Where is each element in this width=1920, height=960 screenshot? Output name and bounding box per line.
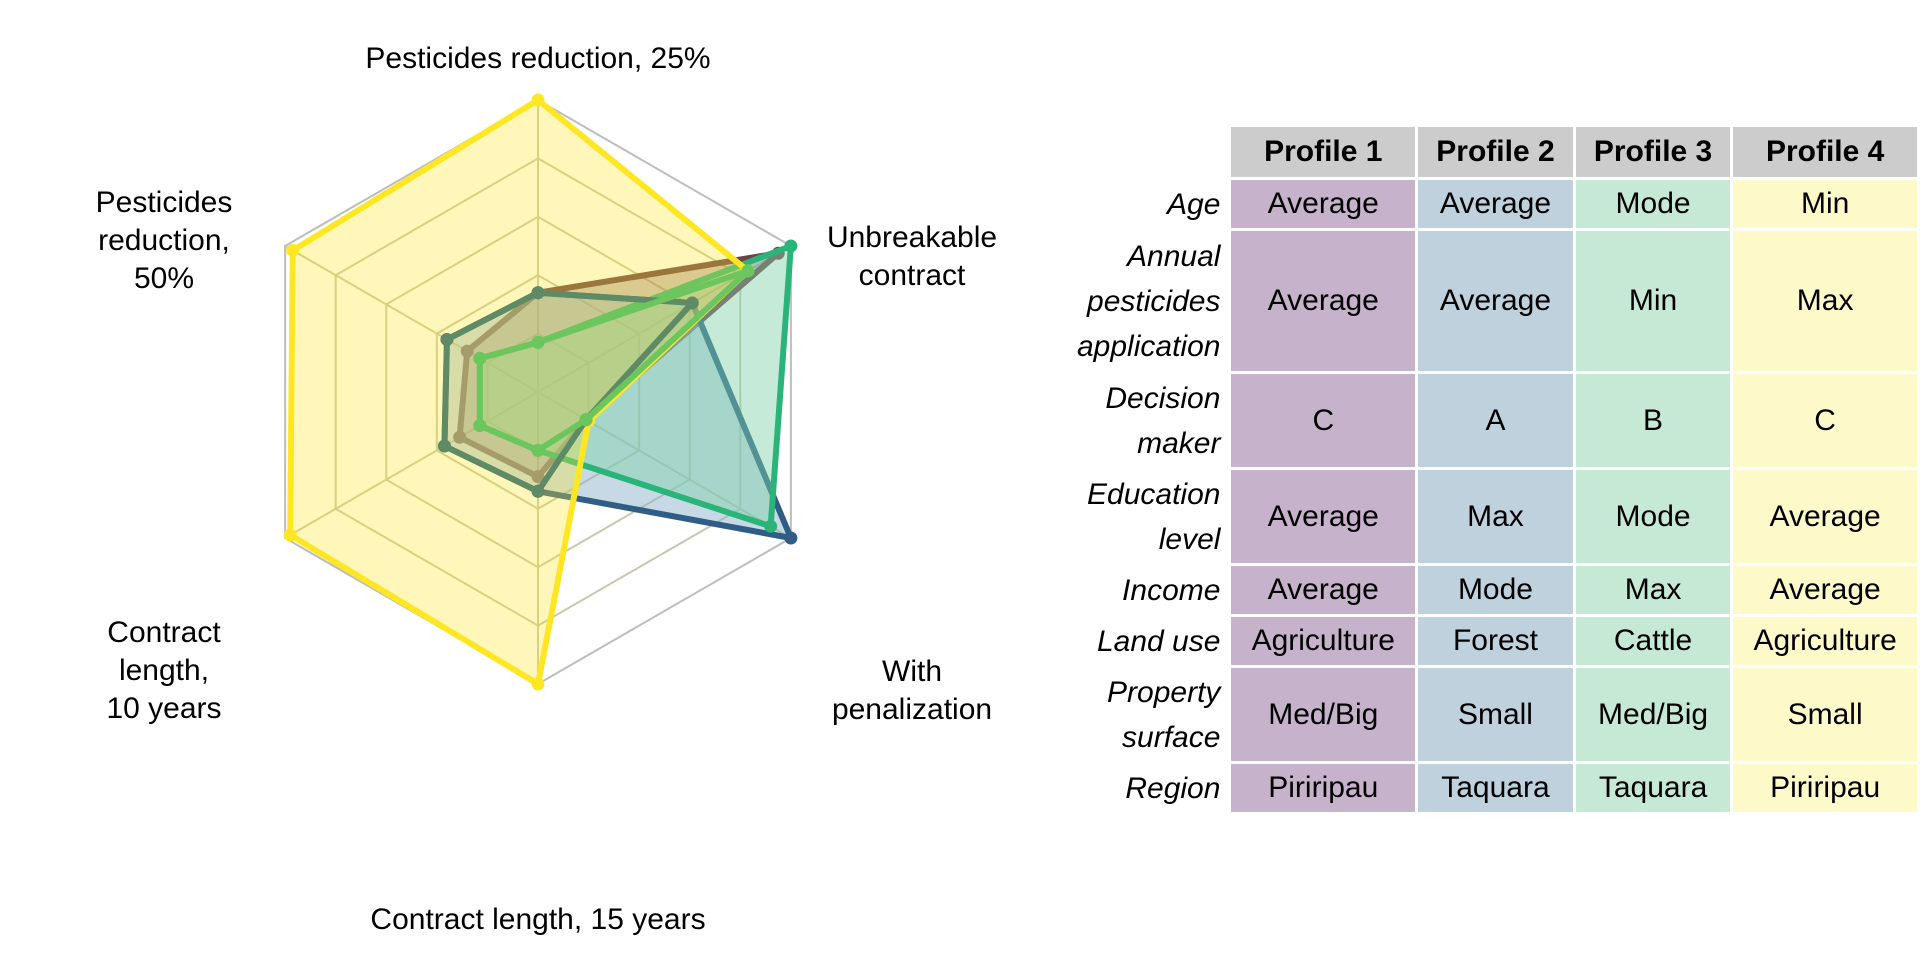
column-header-profile-1: Profile 1	[1231, 127, 1416, 177]
table-body: Age Average Average Mode Min Annual pesticides…	[1071, 180, 1917, 812]
table-row: Age Average Average Mode Min	[1071, 180, 1917, 228]
table-cell: Small	[1733, 668, 1917, 761]
table-cell: Min	[1575, 231, 1731, 371]
row-label: Land use	[1071, 617, 1229, 665]
column-header-profile-3: Profile 3	[1575, 127, 1731, 177]
table-cell: Taquara	[1575, 764, 1731, 812]
table-cell: Average	[1231, 566, 1416, 614]
table-cell: C	[1231, 374, 1416, 467]
axis-label: Pesticides reduction, 50%	[96, 186, 233, 295]
data-point	[531, 443, 545, 457]
axis-label: Unbreakable contract	[827, 221, 997, 292]
row-label: Income	[1071, 566, 1229, 614]
table-cell: Average	[1418, 180, 1573, 228]
table-row: Income Average Mode Max Average	[1071, 566, 1917, 614]
table-cell: Piriripau	[1231, 764, 1416, 812]
table-cell: A	[1418, 374, 1573, 467]
axis-label: Pesticides reduction, 25%	[365, 42, 710, 75]
table-cell: Average	[1231, 180, 1416, 228]
data-point	[283, 528, 297, 542]
axis-label: With penalization	[832, 655, 992, 726]
radar-series-group	[283, 93, 798, 691]
table-cell: Average	[1418, 231, 1573, 371]
table-header-row: Profile 1 Profile 2 Profile 3 Profile 4	[1071, 127, 1917, 177]
table-row: Property surface Med/Big Small Med/Big Small	[1071, 668, 1917, 761]
table-row: Annual pesticides application Average Averag…	[1071, 231, 1917, 371]
table-cell: Small	[1418, 668, 1573, 761]
row-label: Property surface	[1071, 668, 1229, 761]
profile-table: Profile 1 Profile 2 Profile 3 Profile 4 …	[1068, 124, 1920, 815]
table-cell: Max	[1418, 470, 1573, 563]
table-cell: Cattle	[1575, 617, 1731, 665]
table-cell: B	[1575, 374, 1731, 467]
table-cell: Taquara	[1418, 764, 1573, 812]
data-point	[286, 243, 300, 257]
data-point	[473, 419, 487, 433]
table-row: Land use Agriculture Forest Cattle Agricultu…	[1071, 617, 1917, 665]
table-cell: Mode	[1575, 180, 1731, 228]
table-cell: Average	[1733, 566, 1917, 614]
data-point	[473, 351, 487, 365]
data-point	[531, 93, 545, 107]
table-cell: Piriripau	[1733, 764, 1917, 812]
axis-label: Contract length, 10 years	[106, 616, 221, 725]
row-label: Annual pesticides application	[1071, 231, 1229, 371]
column-header-profile-2: Profile 2	[1418, 127, 1573, 177]
table-cell: Forest	[1418, 617, 1573, 665]
table-row: Decision maker C A B C	[1071, 374, 1917, 467]
table-cell: Max	[1733, 231, 1917, 371]
table-cell: Agriculture	[1231, 617, 1416, 665]
table-cell: Med/Big	[1575, 668, 1731, 761]
data-point	[784, 239, 798, 253]
data-point	[531, 286, 545, 300]
data-point	[531, 677, 545, 691]
data-point	[440, 332, 454, 346]
table-cell: Med/Big	[1231, 668, 1416, 761]
table-cell: Average	[1231, 470, 1416, 563]
data-point	[685, 296, 699, 310]
table-cell: Average	[1231, 231, 1416, 371]
table-cell: Agriculture	[1733, 617, 1917, 665]
row-label: Region	[1071, 764, 1229, 812]
data-point	[437, 439, 451, 453]
table-cell: C	[1733, 374, 1917, 467]
table-cell: Max	[1575, 566, 1731, 614]
table-corner	[1071, 127, 1229, 177]
data-point	[579, 413, 593, 427]
data-point	[784, 531, 798, 545]
column-header-profile-4: Profile 4	[1733, 127, 1917, 177]
table-cell: Min	[1733, 180, 1917, 228]
data-point	[531, 335, 545, 349]
table-row: Education level Average Max Mode Average	[1071, 470, 1917, 563]
row-label: Decision maker	[1071, 374, 1229, 467]
row-label: Age	[1071, 180, 1229, 228]
table-cell: Mode	[1418, 566, 1573, 614]
table-cell: Mode	[1575, 470, 1731, 563]
axis-label: Contract length, 15 years	[370, 903, 705, 936]
radar-chart: Pesticides reduction, 25% Unbreakable cont…	[96, 42, 997, 936]
table-cell: Average	[1733, 470, 1917, 563]
data-point	[531, 484, 545, 498]
row-label: Education level	[1071, 470, 1229, 563]
data-point	[764, 519, 778, 533]
table-row: Region Piriripau Taquara Taquara Piriripau	[1071, 764, 1917, 812]
radar-axis-labels: Pesticides reduction, 25% Unbreakable cont…	[96, 42, 997, 936]
data-point	[741, 264, 755, 278]
